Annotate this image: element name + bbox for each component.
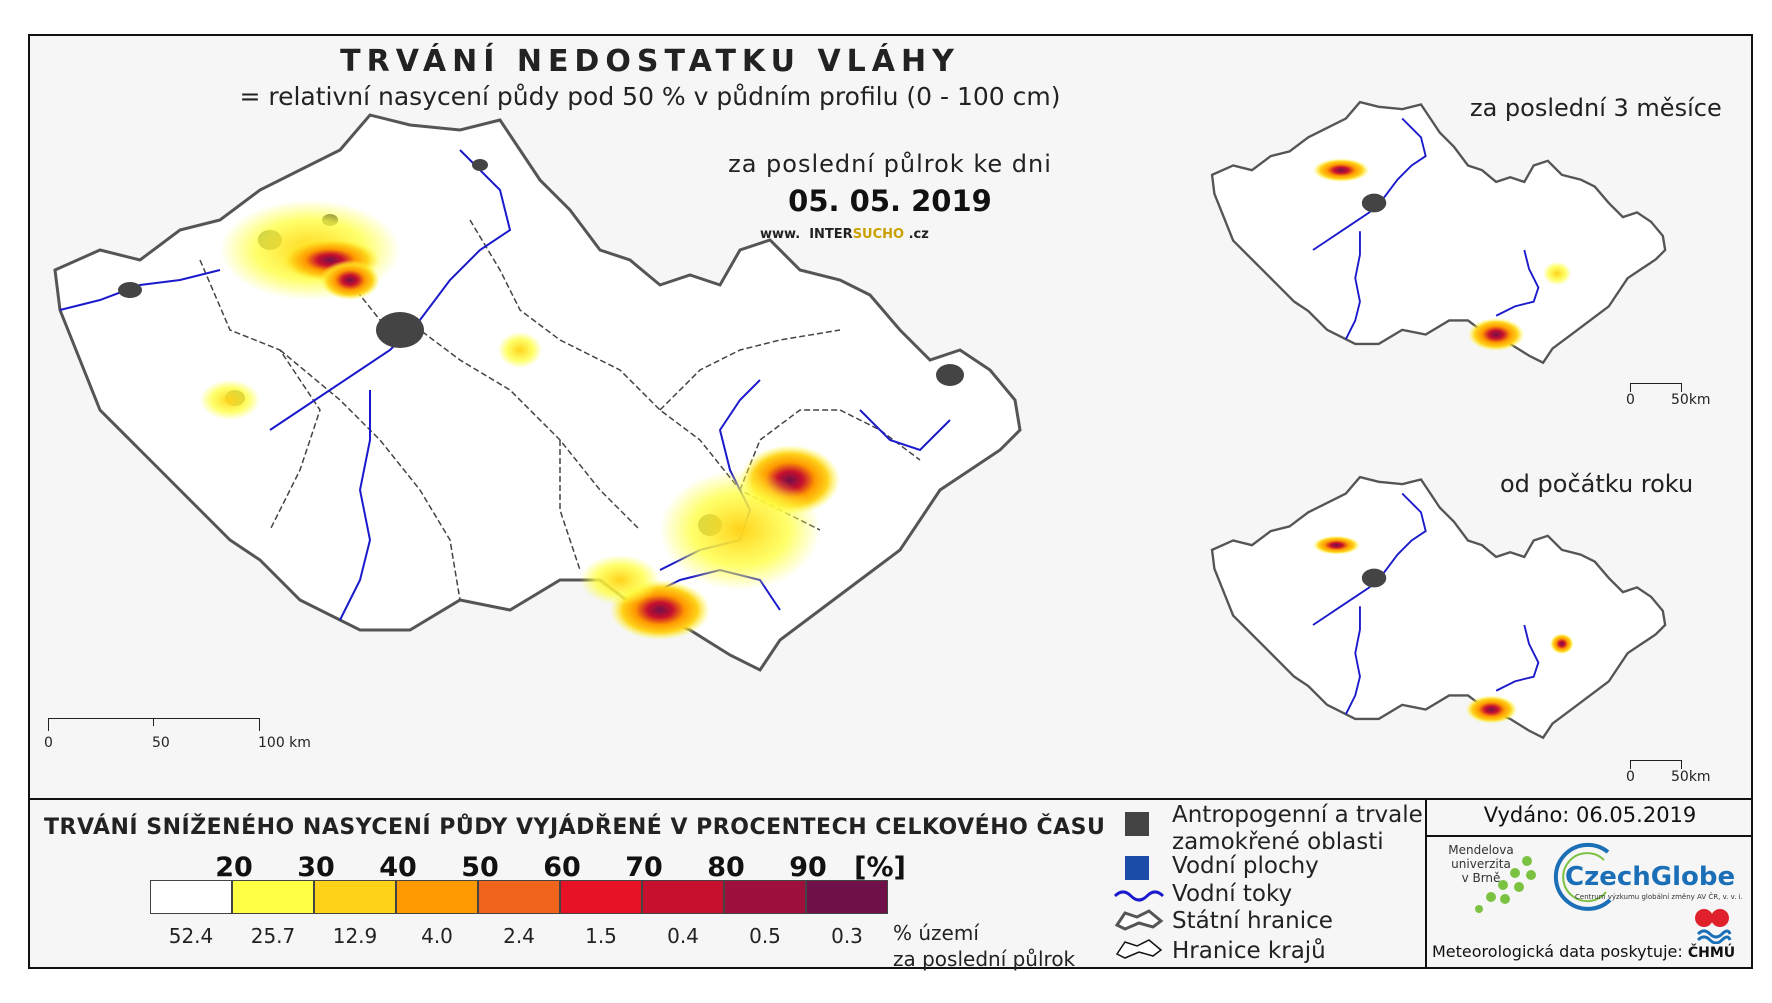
main-map: [53, 113, 1022, 672]
threshold-70: 70: [625, 852, 663, 883]
threshold-60: 60: [543, 852, 581, 883]
website-link[interactable]: www. INTERSUCHO .cz: [760, 227, 929, 242]
mini-map-1-title: za poslední 3 měsíce: [1470, 94, 1722, 122]
state-border-swatch: [1114, 909, 1164, 931]
footer-divider-vertical: [1425, 798, 1427, 969]
main-scalebar-end: 100 km: [258, 735, 311, 751]
threshold-90: 90: [789, 852, 827, 883]
main-scalebar-mid: 50: [152, 735, 170, 751]
water-swatch: [1125, 856, 1149, 880]
mini-map-2-scale-zero: 0: [1626, 769, 1635, 785]
percent-unit-label: % území za poslední půlrok: [893, 921, 1076, 971]
legend-divider: [28, 798, 1753, 800]
legend-pct-7: 0.4: [667, 924, 699, 948]
threshold-80: 80: [707, 852, 745, 883]
footer-divider-horizontal: [1425, 835, 1753, 837]
threshold-unit: [%]: [854, 852, 906, 883]
chmu-label: ČHMÚ: [1687, 945, 1736, 961]
region-border-label: Hranice krajů: [1172, 938, 1326, 964]
legend-class-6: [560, 880, 642, 914]
anthropogenic-swatch: [1125, 812, 1149, 836]
mini-map-1: [1210, 100, 1667, 365]
legend-class-7: [642, 880, 724, 914]
river-swatch: [1113, 890, 1165, 902]
legend-pct-8: 0.5: [749, 924, 781, 948]
legend-title: TRVÁNÍ SNÍŽENÉHO NASYCENÍ PŮDY VYJÁDŘENÉ…: [44, 815, 1106, 840]
region-border-swatch: [1115, 939, 1163, 959]
threshold-50: 50: [461, 852, 499, 883]
date-label: 05. 05. 2019: [788, 184, 992, 218]
legend-class-2: [232, 880, 314, 914]
legend-pct-6: 1.5: [585, 924, 617, 948]
legend-class-8: [724, 880, 806, 914]
mini-map-1-scale-zero: 0: [1626, 392, 1635, 408]
main-scalebar: [48, 718, 260, 731]
mini-map-1-scalebar: [1630, 383, 1682, 392]
period-label: za poslední půlrok ke dni: [728, 150, 1052, 178]
main-scalebar-mid-tick: [153, 718, 154, 726]
anthropogenic-label: Antropogenní a trvale zamokřené oblasti: [1172, 802, 1423, 855]
map-title: TRVÁNÍ NEDOSTATKU VLÁHY: [340, 44, 960, 79]
legend-class-9: [806, 880, 888, 914]
state-border-label: Státní hranice: [1172, 908, 1333, 934]
issued-date: Vydáno: 06.05.2019: [1483, 803, 1697, 827]
threshold-20: 20: [215, 852, 253, 883]
country-outline: [53, 113, 1022, 672]
legend-class-5: [478, 880, 560, 914]
map-subtitle: = relativní nasycení půdy pod 50 % v půd…: [239, 82, 1061, 111]
legend-pct-9: 0.3: [831, 924, 863, 948]
legend-pct-3: 12.9: [332, 924, 378, 948]
region-borders: [199, 219, 921, 601]
legend-pct-1: 52.4: [168, 924, 214, 948]
legend-pct-4: 4.0: [421, 924, 453, 948]
rivers-label: Vodní toky: [1172, 881, 1293, 907]
mini-map-2-scale-end: 50km: [1671, 769, 1711, 785]
mini-map-1-scale-end: 50km: [1671, 392, 1711, 408]
legend-class-1: [150, 880, 232, 914]
mini-map-2: [1210, 475, 1667, 740]
mini-map-2-scalebar: [1630, 760, 1682, 769]
legend-pct-5: 2.4: [503, 924, 535, 948]
drought-hotspots: [200, 200, 840, 640]
legend-class-3: [314, 880, 396, 914]
mini-map-2-title: od počátku roku: [1500, 470, 1694, 498]
main-scalebar-zero: 0: [44, 735, 53, 751]
legend-pct-2: 25.7: [250, 924, 296, 948]
legend-class-4: [396, 880, 478, 914]
threshold-40: 40: [379, 852, 417, 883]
meteo-data-credit: Meteorologická data poskytuje: ČHMÚ: [1432, 942, 1736, 961]
mendel-logo-icon: [1475, 856, 1536, 913]
czechglobe-logo-icon: [1553, 842, 1612, 911]
water-bodies-label: Vodní plochy: [1172, 853, 1319, 879]
mendel-logo-text: Mendelova univerzita v Brně: [1448, 843, 1514, 885]
threshold-30: 30: [297, 852, 335, 883]
czechglobe-logo-text: CzechGlobe: [1565, 862, 1736, 892]
chmu-logo-icon: [1695, 909, 1732, 944]
czechglobe-subtitle: Centrum výzkumu globální změny AV ČR, v.…: [1575, 893, 1743, 901]
